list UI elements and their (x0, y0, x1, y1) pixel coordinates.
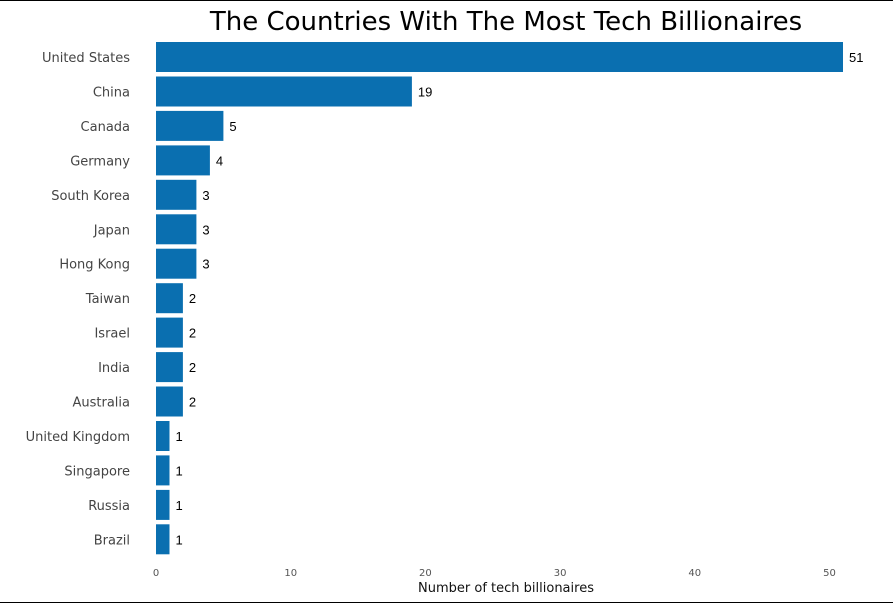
category-labels: United States China Canada Germany South Kor… (26, 51, 131, 548)
value-label: 3 (202, 222, 209, 237)
bar-taiwan (156, 283, 183, 314)
category-label: Taiwan (85, 292, 130, 307)
bar-south-korea (156, 179, 197, 210)
value-label: 5 (229, 119, 236, 134)
category-label: South Korea (51, 189, 130, 204)
category-label: Australia (72, 396, 130, 411)
x-tick-label: 30 (554, 568, 567, 579)
category-label: Russia (88, 499, 130, 514)
category-label: United States (42, 51, 130, 66)
category-label: Canada (81, 120, 130, 135)
x-tick-label: 50 (823, 568, 836, 579)
x-tick-label: 0 (153, 568, 159, 579)
bar-russia (156, 489, 170, 520)
category-label: Hong Kong (59, 258, 130, 273)
bar-hong-kong (156, 248, 197, 279)
category-label: China (93, 86, 130, 101)
value-label: 2 (189, 326, 196, 341)
bars-layer (156, 42, 843, 555)
bar-brazil (156, 524, 170, 555)
value-label: 51 (849, 50, 863, 65)
value-label: 1 (176, 429, 183, 444)
value-label: 1 (176, 463, 183, 478)
value-label: 2 (189, 360, 196, 375)
category-label: Germany (70, 154, 130, 169)
bar-singapore (156, 455, 170, 486)
value-label: 3 (202, 188, 209, 203)
value-label: 3 (202, 257, 209, 272)
x-axis-title: Number of tech billionaires (418, 581, 594, 596)
x-axis-ticks: 0 10 20 30 40 50 (153, 568, 836, 579)
category-label: India (98, 361, 130, 376)
category-label: Singapore (64, 464, 130, 479)
top-border-line (0, 0, 893, 1)
category-label: Brazil (94, 533, 130, 548)
bar-japan (156, 214, 197, 245)
bar-united-states (156, 42, 843, 72)
category-label: United Kingdom (26, 430, 130, 445)
value-label: 1 (176, 532, 183, 547)
value-label: 1 (176, 498, 183, 513)
bar-israel (156, 317, 183, 348)
value-label: 19 (418, 85, 432, 100)
x-tick-label: 10 (284, 568, 297, 579)
chart-title: The Countries With The Most Tech Billion… (209, 7, 802, 37)
bar-china (156, 76, 412, 107)
bar-united-kingdom (156, 421, 170, 451)
bar-india (156, 352, 183, 383)
category-label: Japan (93, 223, 130, 238)
bar-germany (156, 145, 210, 176)
x-tick-label: 40 (688, 568, 701, 579)
value-label: 2 (189, 291, 196, 306)
bar-canada (156, 110, 224, 141)
value-label: 2 (189, 395, 196, 410)
category-label: Israel (94, 327, 130, 342)
bar-australia (156, 386, 183, 417)
x-tick-label: 20 (419, 568, 432, 579)
value-label: 4 (216, 153, 223, 168)
value-labels: 51 19 5 4 3 3 3 2 2 2 2 1 1 1 1 (176, 50, 864, 547)
